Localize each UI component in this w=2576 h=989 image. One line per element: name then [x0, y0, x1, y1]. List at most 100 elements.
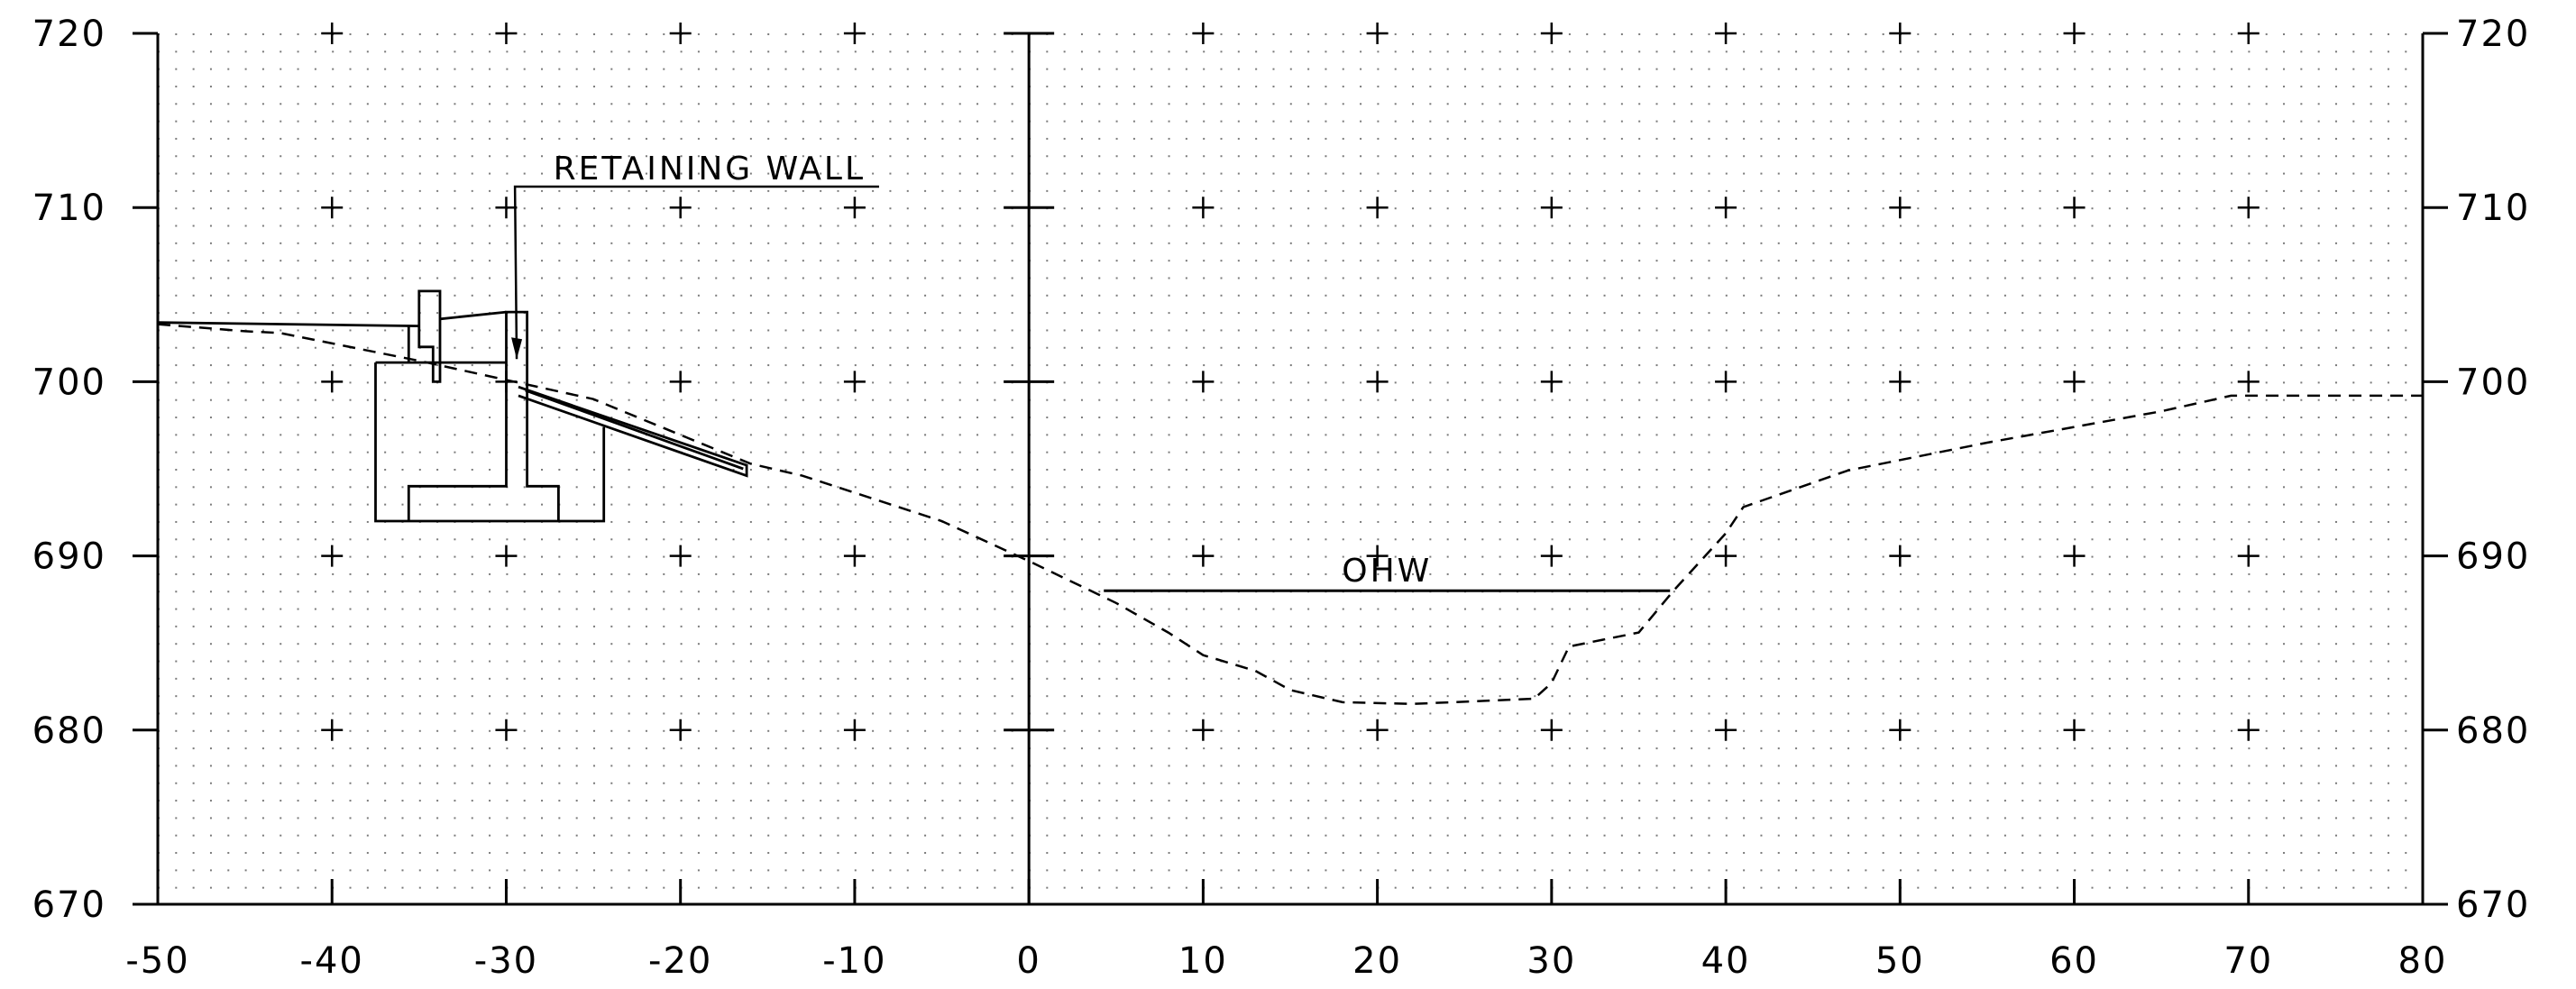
x-tick-label: 30	[1526, 940, 1576, 982]
grid-cross-marker	[1366, 545, 1389, 567]
grid-cross-marker	[2063, 23, 2086, 44]
grid-cross-marker	[843, 371, 866, 393]
grid-cross-marker	[1889, 371, 1911, 393]
grid-cross-marker	[1889, 197, 1911, 219]
callout-leader-line	[513, 185, 879, 360]
grid-cross-marker	[1192, 23, 1215, 44]
y-tick-label-right: 680	[2456, 710, 2530, 752]
grid-cross-marker	[321, 23, 344, 44]
grid-cross-marker	[669, 545, 692, 567]
x-tick-label: -20	[648, 940, 712, 982]
grid-cross-marker	[669, 23, 692, 44]
grid-cross-marker	[1889, 545, 1911, 567]
x-tick-label: 40	[1701, 940, 1751, 982]
grid-cross-marker	[1540, 545, 1563, 567]
grid-cross-marker	[321, 371, 344, 393]
x-tick-label: -40	[300, 940, 364, 982]
grid-cross-marker	[1540, 371, 1563, 393]
ohw-label: OHW	[1342, 553, 1432, 590]
grid-cross-marker	[1366, 23, 1389, 44]
x-axis-tick-labels: -50 -40 -30 -20 -10 0 10 20 30 40 50 60 70 80	[125, 940, 2448, 982]
x-tick-label: 10	[1178, 940, 1228, 982]
grid-cross-marker	[1715, 371, 1737, 393]
grid-cross-marker	[1889, 23, 1911, 44]
y-axis-right-tick-labels: 720 710 700 690 680 670	[2456, 14, 2530, 926]
grid-cross-marker	[2237, 545, 2260, 567]
grid-cross-marker	[669, 371, 692, 393]
grid-cross-marker	[1192, 719, 1215, 741]
y-tick-label-right: 700	[2456, 362, 2530, 403]
y-tick-label-right: 710	[2456, 188, 2530, 229]
grid-cross-marker	[495, 197, 518, 219]
y-tick-label-left: 720	[32, 14, 106, 55]
y-tick-label-right: 690	[2456, 536, 2530, 578]
grid-cross-marker	[1715, 719, 1737, 741]
grid-cross-marker	[2063, 371, 2086, 393]
grid-cross-marker	[1540, 197, 1563, 219]
x-tick-label: 80	[2398, 940, 2448, 982]
grid-cross-marker	[2063, 197, 2086, 219]
existing-ground-profile	[157, 323, 2423, 706]
grid-cross-marker	[1715, 23, 1737, 44]
slope-paving	[518, 385, 748, 478]
grid-cross-marker	[495, 23, 518, 44]
grid-cross-marker	[669, 197, 692, 219]
grid-cross-marker	[2063, 719, 2086, 741]
approach-slab	[157, 321, 419, 327]
grid-cross-marker	[1540, 719, 1563, 741]
grid-cross-marker	[1889, 719, 1911, 741]
grid-cross-marker	[1192, 197, 1215, 219]
grid-cross-markers	[321, 23, 2260, 741]
x-tick-label: -30	[474, 940, 538, 982]
grid-cross-marker	[843, 545, 866, 567]
grid-cross-marker	[2237, 197, 2260, 219]
y-tick-label-left: 700	[32, 362, 106, 403]
x-tick-label: -50	[125, 940, 189, 982]
railing-post	[417, 289, 442, 383]
slope-paving-inner	[525, 389, 744, 471]
callout-arrowhead	[511, 337, 523, 360]
y-tick-label-left: 680	[32, 710, 106, 752]
grid-cross-marker	[843, 719, 866, 741]
grid-cross-marker	[843, 197, 866, 219]
y-tick-label-left: 690	[32, 536, 106, 578]
x-tick-label: 50	[1875, 940, 1925, 982]
grid-cross-marker	[1366, 371, 1389, 393]
grid-cross-marker	[1192, 545, 1215, 567]
grid-cross-marker	[2237, 23, 2260, 44]
x-tick-label: 70	[2223, 940, 2273, 982]
y-axis-left-tick-labels: 720 710 700 690 680 670	[32, 14, 106, 926]
grid-cross-marker	[2063, 545, 2086, 567]
grid-cross-marker	[843, 23, 866, 44]
x-tick-label: 0	[1016, 940, 1040, 982]
grid-cross-marker	[669, 719, 692, 741]
grid-cross-marker	[1366, 197, 1389, 219]
x-tick-label: 60	[2049, 940, 2099, 982]
grid-cross-marker	[321, 545, 344, 567]
wall-cap	[439, 310, 507, 321]
grid-cross-marker	[1715, 545, 1737, 567]
excavation-outline	[374, 362, 606, 523]
retaining-wall-label: RETAINING WALL	[554, 151, 866, 188]
grid-cross-marker	[2237, 371, 2260, 393]
y-tick-label-right: 720	[2456, 14, 2530, 55]
grid-cross-marker	[495, 545, 518, 567]
retaining-wall-callout: RETAINING WALL	[511, 151, 879, 360]
grid-cross-marker	[1715, 197, 1737, 219]
grid-cross-marker	[1366, 719, 1389, 741]
grid-cross-marker	[1540, 23, 1563, 44]
x-tick-label: 20	[1352, 940, 1402, 982]
grid-cross-marker	[1192, 371, 1215, 393]
grid-cross-marker	[495, 719, 518, 741]
y-tick-label-left: 710	[32, 188, 106, 229]
y-tick-label-right: 670	[2456, 884, 2530, 926]
x-tick-label: -10	[822, 940, 886, 982]
y-tick-label-left: 670	[32, 884, 106, 926]
grid-cross-marker	[321, 197, 344, 219]
dot-grid	[158, 33, 2423, 904]
grid-cross-marker	[2237, 719, 2260, 741]
grid-cross-marker	[321, 719, 344, 741]
axes	[133, 32, 2448, 906]
